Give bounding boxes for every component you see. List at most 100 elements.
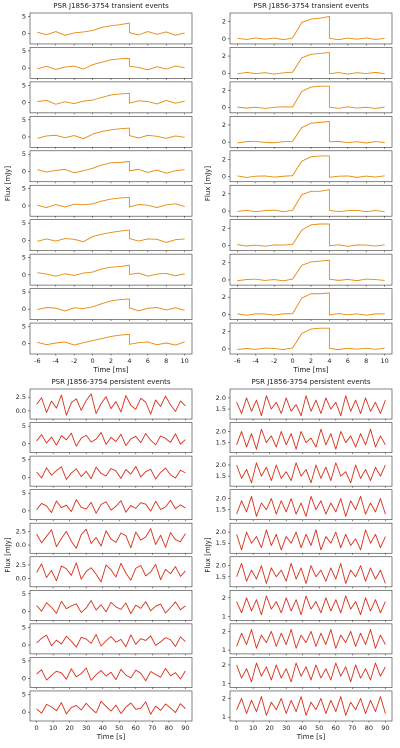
y-tick-label: 2.5 <box>16 561 26 569</box>
x-tick-label: 2 <box>109 357 113 365</box>
x-tick-label: -4 <box>253 357 259 365</box>
y-axis-label: Flux [mJy] <box>204 166 212 202</box>
y-tick-label: 2 <box>222 18 226 26</box>
flux-line <box>237 259 385 282</box>
y-tick-label: 0.0 <box>16 407 26 415</box>
x-tick-label: 80 <box>365 724 373 732</box>
y-tick-label: 0 <box>222 310 226 318</box>
flux-line <box>37 196 185 209</box>
chart-title: PSR J1856-3754 transient events <box>253 2 369 10</box>
subplot-frame <box>229 657 393 688</box>
y-tick-label: 0 <box>222 138 226 146</box>
x-tick-label: 0 <box>91 357 95 365</box>
x-tick-label: 20 <box>266 724 274 732</box>
y-tick-label: 1 <box>222 713 226 721</box>
y-tick-label: 0 <box>22 641 26 649</box>
x-axis-label: Time [ms] <box>292 366 329 374</box>
y-tick-label: 1 <box>222 613 226 621</box>
y-axis-label: Flux [mJy] <box>4 166 12 202</box>
y-tick-label: 0 <box>222 241 226 249</box>
y-tick-label: 0 <box>22 64 26 72</box>
flux-line <box>236 495 386 517</box>
subplot-frame <box>29 116 193 148</box>
y-tick-label: 0 <box>222 173 226 181</box>
subplot-frame <box>229 253 393 286</box>
y-tick-label: 2 <box>222 293 226 301</box>
flux-line <box>36 700 186 715</box>
y-tick-label: 0 <box>22 133 26 141</box>
y-tick-label: 0 <box>222 345 226 353</box>
y-tick-label: 5 <box>22 489 26 497</box>
y-tick-label: 0 <box>22 202 26 210</box>
y-tick-label: 0 <box>22 305 26 313</box>
flux-line <box>37 127 185 140</box>
flux-line <box>36 667 186 682</box>
y-tick-label: 5 <box>22 185 26 193</box>
subplot-frame <box>29 589 193 621</box>
y-tick-label: 2 <box>222 594 226 602</box>
flux-line <box>237 292 385 316</box>
subplot-frame <box>29 388 193 420</box>
flux-line <box>37 333 185 346</box>
flux-line <box>237 52 385 75</box>
subplot-frame <box>229 522 393 554</box>
x-tick-label: -6 <box>234 357 240 365</box>
chart-title: PSR J1856-3754 persistent events <box>51 378 170 386</box>
flux-line <box>37 229 185 243</box>
subplot-frame <box>229 81 393 114</box>
subplot-frame <box>29 623 193 655</box>
y-tick-label: 5 <box>22 657 26 665</box>
x-tick-label: 40 <box>99 724 107 732</box>
y-tick-label: 2 <box>222 86 226 94</box>
flux-line <box>236 629 386 649</box>
y-tick-label: 2 <box>222 694 226 702</box>
x-tick-label: 40 <box>299 724 307 732</box>
y-tick-label: 5 <box>22 623 26 631</box>
flux-line <box>236 595 386 616</box>
y-tick-label: 5 <box>22 322 26 330</box>
flux-line <box>36 528 186 549</box>
y-tick-label: 0 <box>22 271 26 279</box>
y-tick-label: 0 <box>222 207 226 215</box>
y-tick-label: 5 <box>22 116 26 124</box>
subplot-frame <box>229 489 393 520</box>
flux-line <box>36 499 186 514</box>
subplot-frame <box>29 150 193 183</box>
x-tick-label: -2 <box>271 357 277 365</box>
subplot-frame <box>29 322 193 355</box>
chart-title: PSR J1856-3754 transient events <box>53 2 169 10</box>
x-tick-label: 10 <box>180 357 188 365</box>
x-tick-label: 60 <box>332 724 340 732</box>
x-tick-label: 10 <box>249 724 257 732</box>
y-tick-label: 1 <box>222 646 226 654</box>
y-tick-label: 2 <box>222 259 226 267</box>
x-tick-label: -4 <box>53 357 59 365</box>
y-tick-label: 5 <box>22 590 26 598</box>
y-tick-label: 2 <box>222 190 226 198</box>
y-tick-label: 1.5 <box>216 539 226 547</box>
flux-line <box>237 327 385 351</box>
subplot-frame <box>29 657 193 688</box>
flux-line <box>237 155 385 178</box>
y-tick-label: 5 <box>22 422 26 430</box>
flux-line <box>237 15 385 41</box>
subplot-frame <box>29 184 193 217</box>
y-tick-label: 2.0 <box>216 495 226 503</box>
flux-line <box>37 22 185 36</box>
y-tick-label: 2.0 <box>216 528 226 536</box>
y-tick-label: 0 <box>22 30 26 38</box>
y-tick-label: 5 <box>22 219 26 227</box>
x-tick-label: 4 <box>327 357 331 365</box>
y-tick-label: 2 <box>222 627 226 635</box>
y-tick-label: 2.5 <box>16 527 26 535</box>
y-tick-label: 0 <box>22 675 26 683</box>
x-tick-label: 90 <box>181 724 189 732</box>
subplot-frame <box>229 150 393 183</box>
y-tick-label: 0 <box>22 440 26 448</box>
y-tick-label: 2.5 <box>16 393 26 401</box>
flux-line <box>36 465 186 480</box>
flux-line <box>237 121 385 144</box>
y-tick-label: 1.5 <box>216 573 226 581</box>
x-tick-label: 80 <box>165 724 173 732</box>
